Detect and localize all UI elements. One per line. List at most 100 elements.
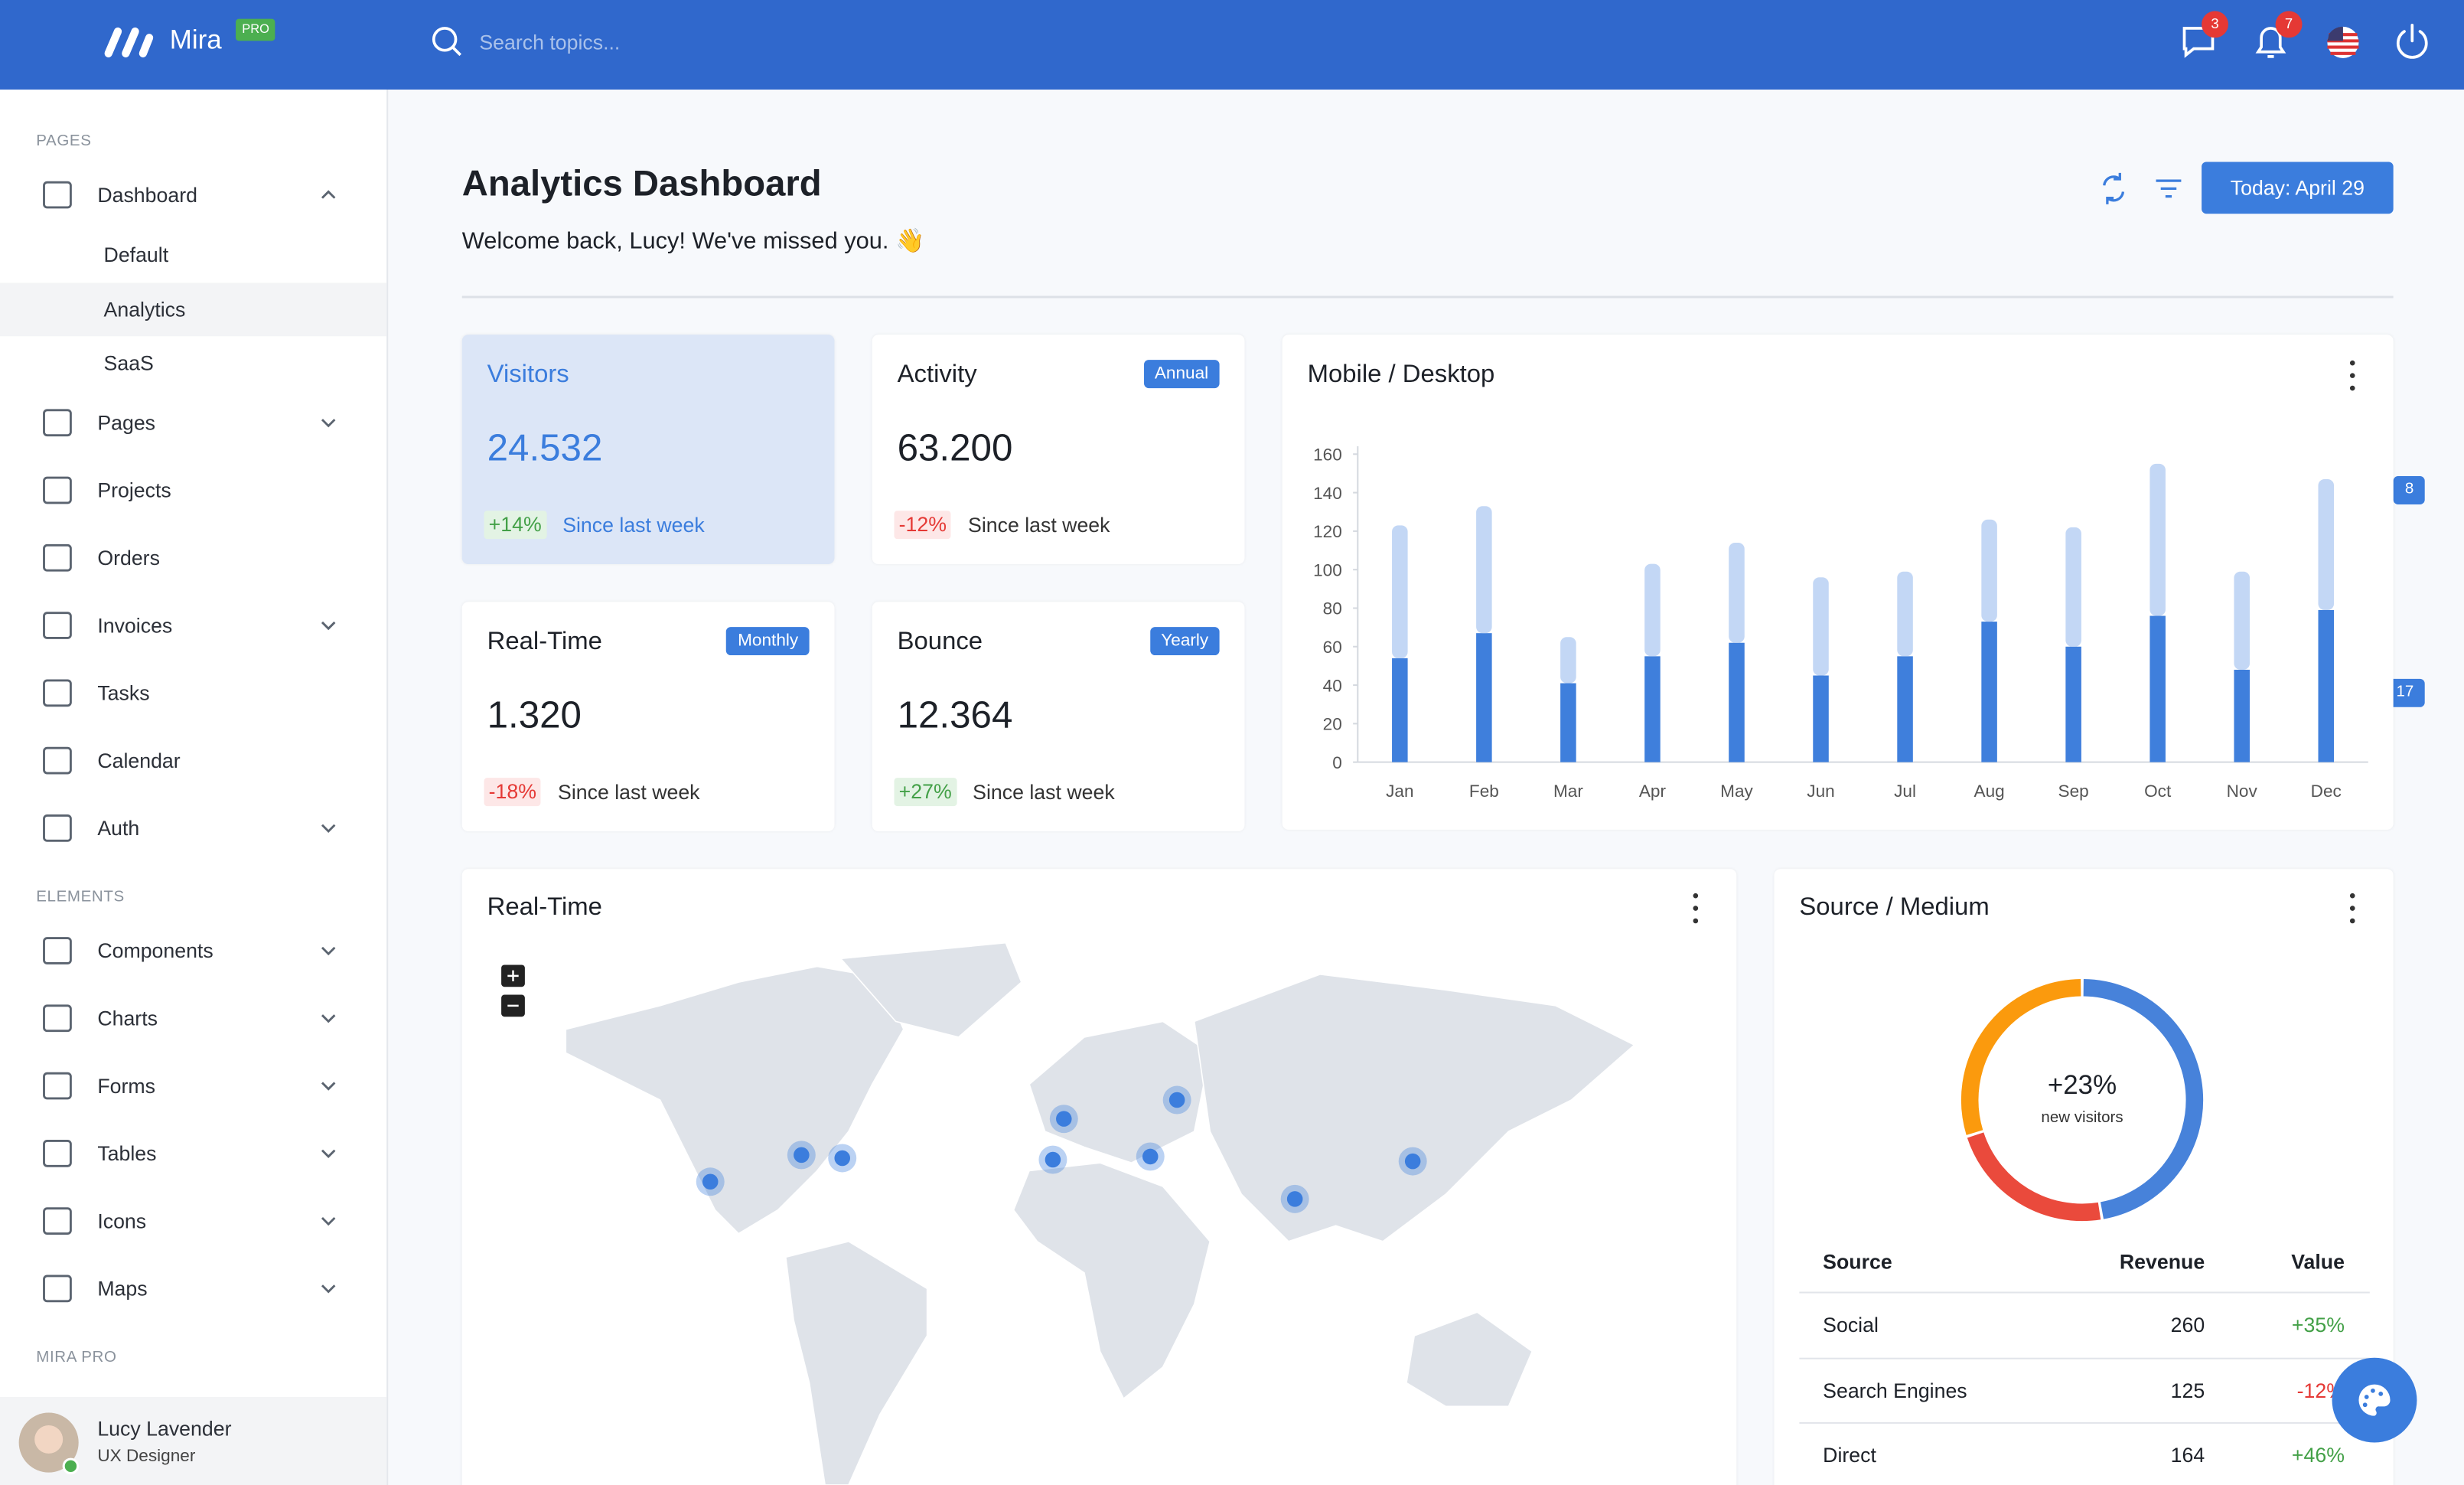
status-dot [62, 1457, 80, 1475]
notifications-icon[interactable] [2255, 27, 2286, 58]
search-input[interactable]: Search topics... [479, 31, 621, 54]
palette-icon [2358, 1384, 2391, 1416]
bar [1560, 637, 1576, 684]
bar [2065, 646, 2081, 762]
menu-dot [2349, 385, 2355, 391]
chart-title: Mobile / Desktop [1307, 361, 1495, 389]
nav-subitem[interactable]: Default [103, 243, 169, 266]
table-divider [1799, 1291, 2370, 1294]
map-marker [1286, 1191, 1303, 1207]
nav-badge: 8 [2394, 476, 2425, 504]
stat-value: 24.532 [487, 427, 603, 470]
palette-dot [2371, 1388, 2375, 1393]
source-title: Source / Medium [1799, 894, 1990, 921]
avatar-face [34, 1425, 64, 1454]
bar [1392, 525, 1408, 658]
bar [2318, 478, 2335, 610]
nav-icon [43, 612, 72, 639]
nav-item[interactable]: Tasks [97, 680, 150, 705]
y-tick-label: 100 [1313, 560, 1342, 579]
logo-mark [104, 27, 154, 57]
nav-icon [43, 1139, 72, 1167]
continent [839, 942, 1022, 1038]
nav-subitem[interactable]: Analytics [103, 296, 186, 321]
nav-item[interactable]: Charts [97, 1006, 158, 1030]
table-cell: Search Engines [1823, 1378, 1967, 1402]
nav-item[interactable]: Icons [97, 1209, 147, 1233]
nav-icon [43, 1207, 72, 1235]
stat-change: +27% [894, 778, 957, 807]
table-cell: +46% [2291, 1443, 2345, 1467]
active-row [0, 282, 387, 336]
x-tick-label: Apr [1639, 782, 1667, 801]
menu-dot [1693, 906, 1699, 911]
table-cell: Social [1823, 1313, 1879, 1336]
nav-icon [43, 1072, 72, 1100]
nav-item[interactable]: Forms [97, 1074, 155, 1098]
menu-dot [2349, 918, 2355, 924]
y-tick-label: 0 [1332, 753, 1342, 772]
logo [104, 27, 154, 57]
menu-dot [1693, 893, 1699, 899]
zoom-glyph [507, 970, 519, 982]
user-role: UX Designer [97, 1447, 196, 1467]
table-header: Revenue [2119, 1250, 2205, 1274]
bar-chart: 0 20 40 60 80 100 120 140 160 Jan Feb Mar Apr May Jun J… [1313, 360, 2368, 801]
table-cell: 260 [2170, 1313, 2205, 1336]
palette-dot [2364, 1395, 2369, 1399]
nav-item[interactable]: Projects [97, 478, 171, 502]
world-map [501, 893, 1699, 1485]
nav-item[interactable]: Orders [97, 546, 160, 570]
map-marker [794, 1147, 810, 1164]
date-button[interactable]: Today: April 29 [2202, 162, 2394, 214]
chevron [321, 824, 336, 834]
continent [784, 1240, 928, 1485]
nav-icon [43, 409, 72, 437]
bar [1644, 563, 1661, 657]
bar [1644, 656, 1661, 762]
y-tick-label: 160 [1313, 445, 1342, 465]
nav-item[interactable]: Dashboard [97, 183, 197, 207]
x-tick-label: Oct [2144, 782, 2172, 801]
search-icon [432, 27, 458, 52]
nav-icon [43, 814, 72, 842]
table-divider [1799, 1421, 2370, 1424]
x-tick-label: Jul [1894, 782, 1916, 801]
language-flag[interactable] [2327, 26, 2359, 58]
donut-center-value: +23% [2048, 1070, 2117, 1100]
y-tick-label: 40 [1323, 676, 1342, 695]
bar [2234, 669, 2250, 762]
donut-chart: +23% new visitors [1960, 893, 2355, 1222]
chevron [321, 419, 336, 428]
palette-dot [2362, 1402, 2368, 1408]
stat-card: Activity Annual 63.200 -12% Since last week [872, 335, 1245, 564]
nav-icon [43, 476, 72, 504]
source-card [1774, 869, 2394, 1485]
user-name: Lucy Lavender [97, 1416, 232, 1441]
chevron [321, 1149, 336, 1158]
nav-item[interactable]: Tables [97, 1141, 157, 1166]
stat-period: Since last week [968, 513, 1110, 537]
sidebar-icons [43, 181, 336, 1303]
avatar [18, 1412, 80, 1475]
table-cell: Direct [1823, 1443, 1876, 1467]
nav-item[interactable]: Maps [97, 1276, 148, 1301]
map-marker [834, 1150, 850, 1167]
chevron [321, 190, 336, 199]
bar [2149, 463, 2166, 616]
nav-item[interactable]: Calendar [97, 749, 181, 773]
bar [2318, 609, 2335, 762]
nav-item[interactable]: Auth [97, 816, 140, 840]
bar [1392, 658, 1408, 762]
nav-item[interactable]: Invoices [97, 613, 173, 638]
nav-item[interactable]: Components [97, 938, 213, 963]
nav-subitem[interactable]: SaaS [103, 351, 154, 375]
chevron [321, 1216, 336, 1226]
menu-dot [2349, 893, 2355, 899]
toolbar-icons[interactable] [2103, 172, 2182, 204]
brand[interactable]: Mira [169, 24, 222, 55]
power-icon[interactable] [2396, 23, 2428, 59]
nav-item[interactable]: Pages [97, 410, 156, 435]
stat-period: Since last week [558, 780, 700, 805]
bar [1897, 571, 1913, 657]
